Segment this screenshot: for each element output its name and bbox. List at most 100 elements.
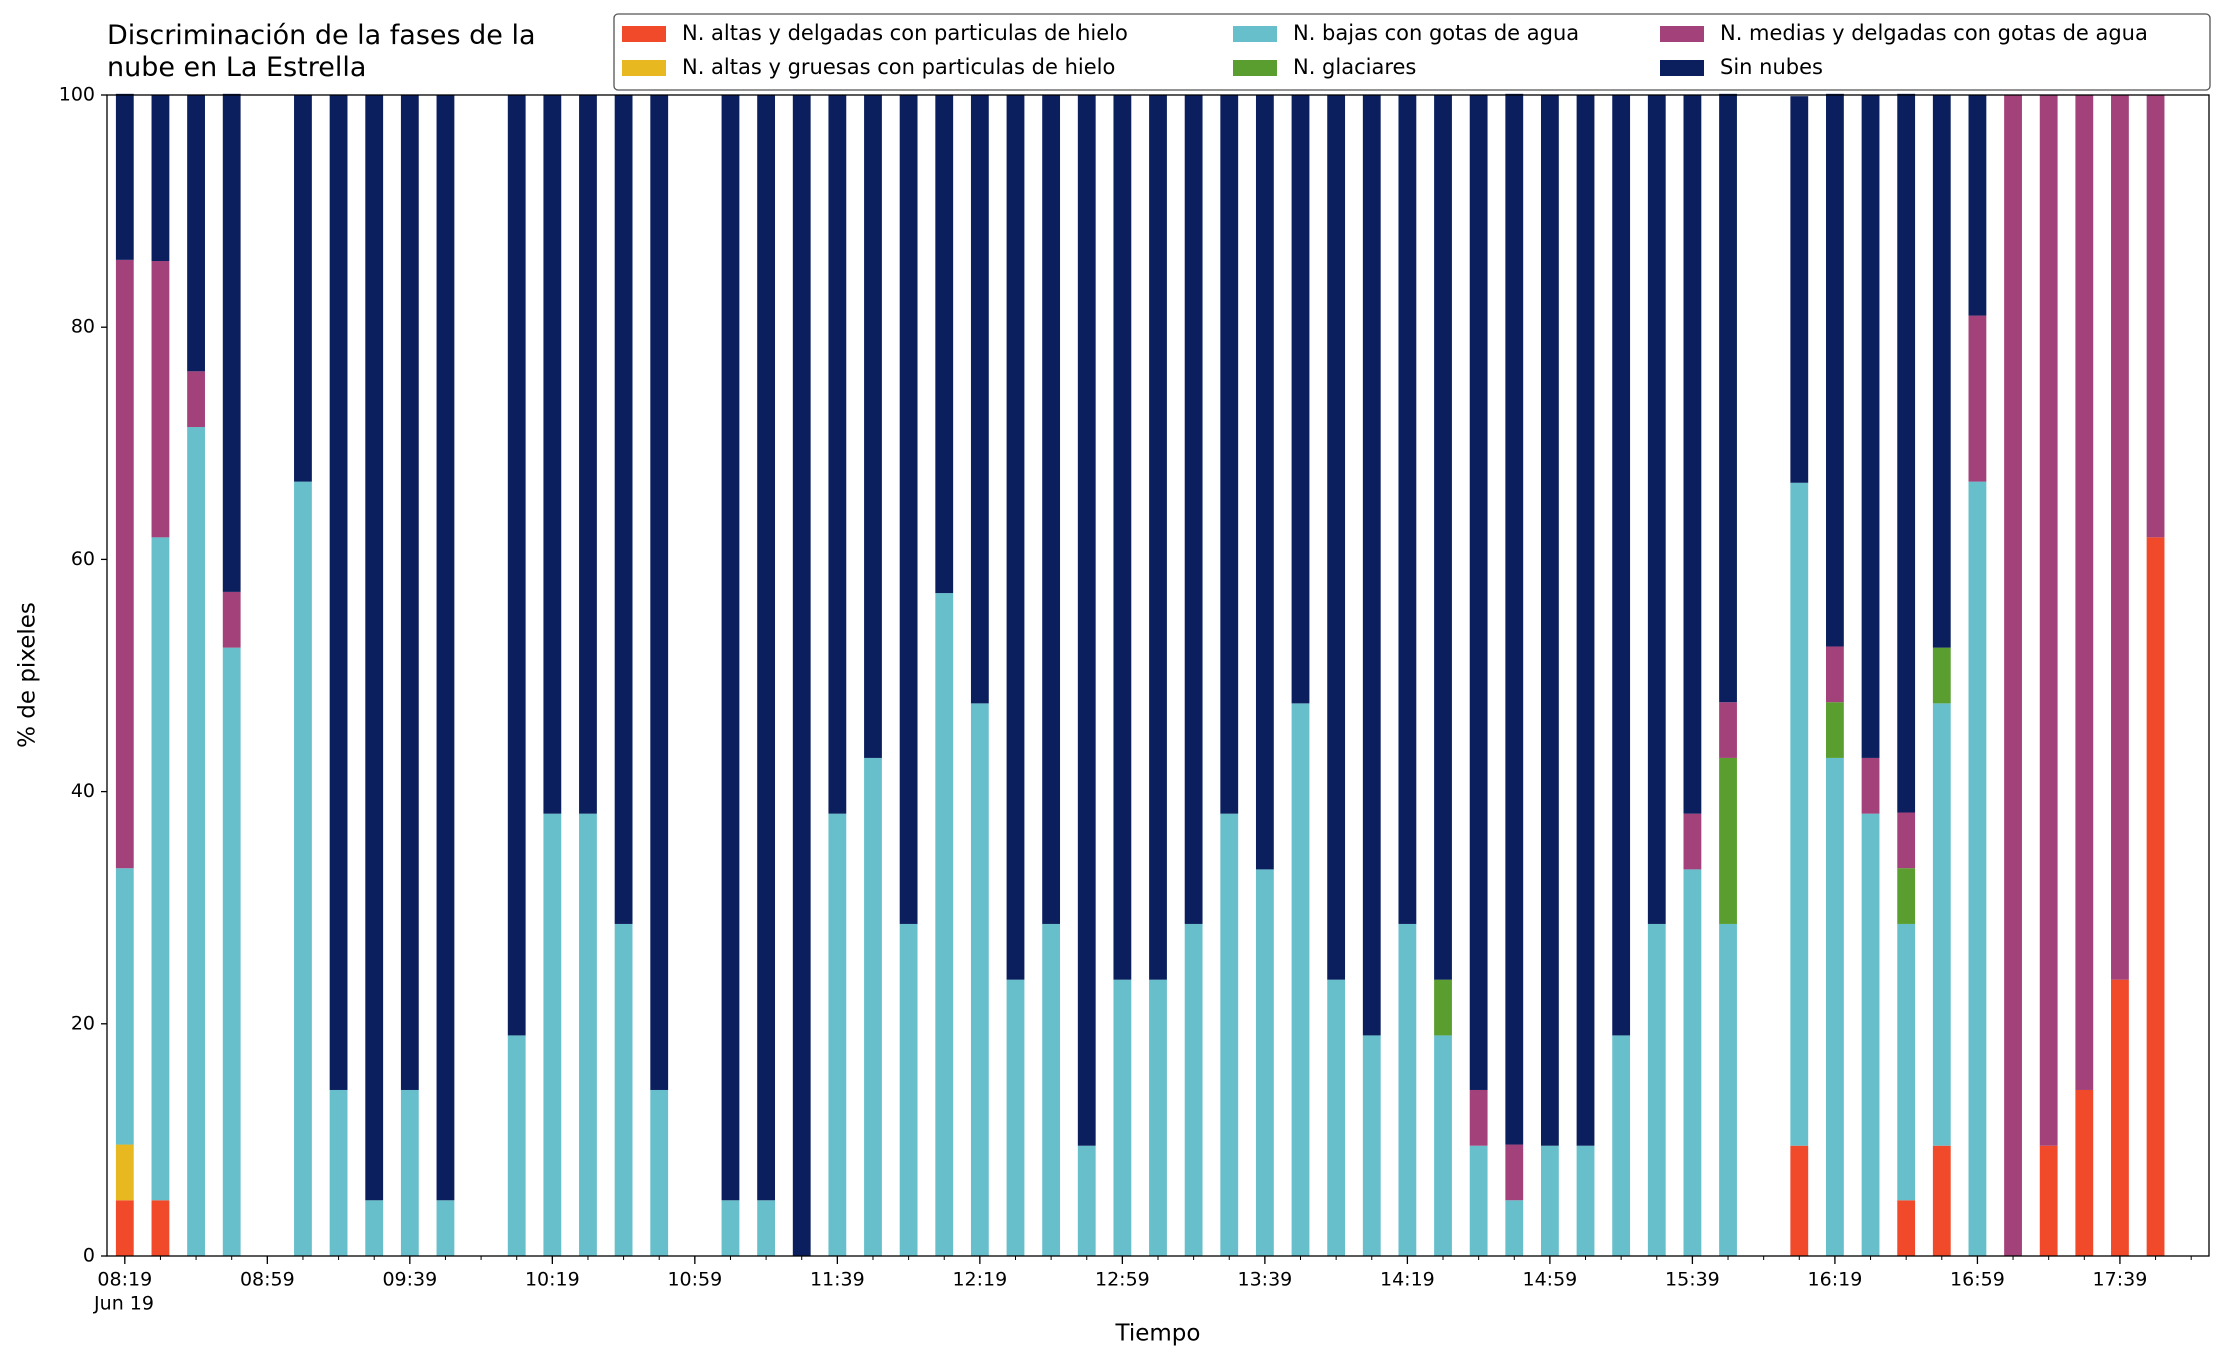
bar-segment bbox=[1790, 1145, 1809, 1256]
bar-segment bbox=[2039, 1145, 2058, 1256]
bar-segment bbox=[151, 537, 170, 1201]
bar-segment bbox=[1398, 923, 1417, 1256]
bar-segment bbox=[115, 1144, 134, 1201]
bar-segment bbox=[115, 93, 134, 260]
bar-segment bbox=[1719, 93, 1737, 703]
bar-segment bbox=[792, 95, 811, 1256]
bar-segment bbox=[365, 95, 384, 1201]
bar-segment bbox=[1469, 1089, 1488, 1146]
bar-segment bbox=[1647, 95, 1666, 924]
bar-segment bbox=[543, 95, 562, 814]
bar-segment bbox=[115, 1200, 134, 1256]
bar-segment bbox=[1291, 703, 1310, 1256]
x-tick-label: 10:59 bbox=[667, 1269, 722, 1291]
x-tick-label: 08:59 bbox=[240, 1269, 295, 1291]
bar-segment bbox=[329, 95, 348, 1090]
bar-segment bbox=[1826, 702, 1844, 758]
bar-segment bbox=[1861, 757, 1880, 814]
bar-segment bbox=[1968, 481, 1987, 1256]
x-tick-label: 15:39 bbox=[1665, 1269, 1720, 1291]
legend-swatch bbox=[1233, 26, 1277, 42]
bar-segment bbox=[400, 95, 419, 1090]
bar-segment bbox=[365, 1200, 384, 1256]
x-tick-label: 14:19 bbox=[1380, 1269, 1435, 1291]
bar-segment bbox=[2111, 979, 2129, 1256]
bar-segment bbox=[1897, 93, 1916, 813]
y-tick-label: 20 bbox=[71, 1012, 95, 1034]
bar-segment bbox=[543, 813, 562, 1256]
bar-segment bbox=[828, 813, 847, 1256]
bar-segment bbox=[222, 93, 241, 592]
chart-title: Discriminación de la fases de la nube en… bbox=[107, 20, 536, 83]
bar-segment bbox=[1897, 868, 1916, 924]
bar-segment bbox=[187, 371, 205, 428]
bar-segment bbox=[757, 1200, 776, 1256]
x-tick-label: 17:39 bbox=[2093, 1269, 2148, 1291]
bar-segment bbox=[614, 923, 633, 1256]
legend-label: N. glaciares bbox=[1293, 55, 1416, 79]
bar-segment bbox=[579, 813, 597, 1256]
legend-swatch bbox=[622, 60, 666, 76]
bar-segment bbox=[2075, 1089, 2094, 1256]
bar-segment bbox=[864, 757, 882, 1256]
bar-segment bbox=[1719, 757, 1737, 924]
bar-segment bbox=[436, 95, 455, 1201]
bar-segment bbox=[1362, 1035, 1381, 1256]
legend-swatch bbox=[1233, 60, 1277, 76]
bar-segment bbox=[899, 95, 918, 924]
bar-segment bbox=[1612, 95, 1631, 1036]
bar-segment bbox=[1612, 1035, 1631, 1256]
bar-segment bbox=[2146, 95, 2165, 538]
bar-segment bbox=[1220, 813, 1239, 1256]
bar-segment bbox=[1006, 979, 1025, 1256]
bar-segment bbox=[1826, 646, 1844, 703]
bar-segment bbox=[1077, 1145, 1096, 1256]
x-tick-label: 10:19 bbox=[525, 1269, 580, 1291]
bar-segment bbox=[1505, 1200, 1524, 1256]
legend-label: N. altas y delgadas con particulas de hi… bbox=[682, 21, 1128, 45]
bar-segment bbox=[1398, 95, 1417, 924]
bar-segment bbox=[1968, 315, 1987, 482]
bar-segment bbox=[1647, 923, 1666, 1256]
x-tick-label: 12:59 bbox=[1095, 1269, 1150, 1291]
bar-segment bbox=[1897, 923, 1916, 1201]
bar-segment bbox=[1434, 95, 1452, 980]
bar-segment bbox=[2004, 95, 2022, 1256]
bar-segment bbox=[1576, 1145, 1595, 1256]
bar-segment bbox=[1077, 95, 1096, 1146]
bar-segment bbox=[650, 1089, 669, 1256]
bar-segment bbox=[1469, 1145, 1488, 1256]
bar-segment bbox=[1683, 869, 1702, 1256]
bar-segment bbox=[1932, 703, 1951, 1146]
date-label: Jun 19 bbox=[93, 1293, 154, 1315]
bar-segment bbox=[1932, 1145, 1951, 1256]
bar-segment bbox=[1540, 1145, 1559, 1256]
y-tick-label: 80 bbox=[71, 316, 95, 338]
bar-segment bbox=[436, 1200, 455, 1256]
bar-segment bbox=[1042, 923, 1061, 1256]
bar-segment bbox=[1327, 979, 1346, 1256]
bar-segment bbox=[1719, 923, 1737, 1256]
bar-segment bbox=[1434, 1035, 1452, 1256]
bar-segment bbox=[1932, 647, 1951, 704]
bar-segment bbox=[1113, 979, 1132, 1256]
y-tick-label: 40 bbox=[71, 780, 95, 802]
y-tick-label: 60 bbox=[71, 548, 95, 570]
bar-segment bbox=[650, 95, 669, 1090]
y-axis-label: % de pixeles bbox=[15, 602, 41, 748]
bar-segment bbox=[151, 1200, 170, 1256]
bar-segment bbox=[864, 95, 882, 758]
x-tick-label: 16:59 bbox=[1950, 1269, 2005, 1291]
bar-segment bbox=[935, 95, 954, 594]
bar-segment bbox=[899, 923, 918, 1256]
bar-segment bbox=[1184, 95, 1203, 924]
bar-segment bbox=[1149, 979, 1167, 1256]
bar-segment bbox=[721, 1200, 740, 1256]
bar-segment bbox=[187, 427, 205, 1256]
bar-segment bbox=[1683, 95, 1702, 814]
bar-segment bbox=[1826, 757, 1844, 1256]
legend-swatch bbox=[622, 26, 666, 42]
x-axis-label: Tiempo bbox=[1115, 1321, 1201, 1347]
